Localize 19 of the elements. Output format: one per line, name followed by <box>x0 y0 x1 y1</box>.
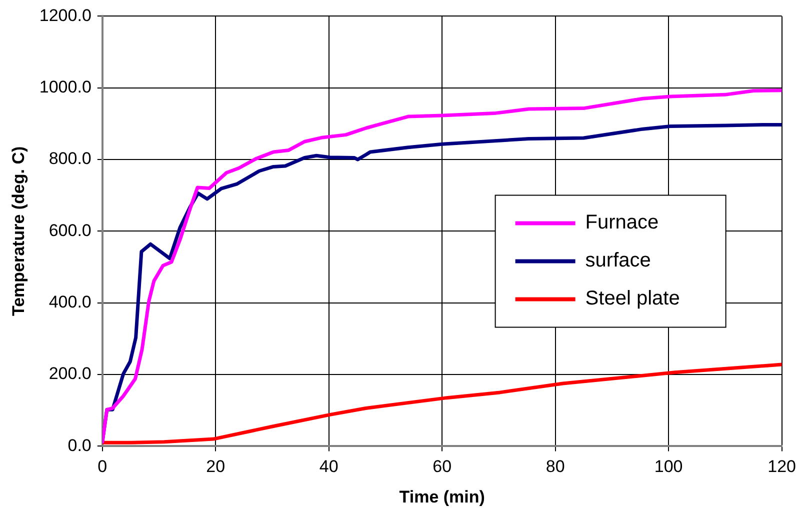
legend-label: Steel plate <box>585 288 680 310</box>
x-tick-label: 100 <box>654 457 683 476</box>
x-tick-label: 20 <box>206 457 226 476</box>
y-tick-label: 200.0 <box>48 364 92 384</box>
y-tick-label: 600.0 <box>48 220 92 240</box>
y-tick-label: 0.0 <box>68 436 92 455</box>
x-tick-label: 80 <box>546 457 565 476</box>
x-tick-label: 60 <box>432 457 452 476</box>
y-tick-label: 1000.0 <box>39 78 92 97</box>
y-tick-label: 400.0 <box>48 292 92 312</box>
y-axis-title: Temperature (deg. C) <box>8 146 28 316</box>
y-tick-label: 800.0 <box>48 149 92 168</box>
legend-label: Furnace <box>585 212 659 234</box>
x-tick-label: 40 <box>319 457 338 476</box>
legend-label: surface <box>585 250 651 272</box>
x-axis-title: Time (min) <box>399 487 485 506</box>
y-tick-label: 1200.0 <box>39 6 92 25</box>
x-tick-label: 120 <box>768 457 796 476</box>
x-tick-label: 0 <box>98 457 108 476</box>
